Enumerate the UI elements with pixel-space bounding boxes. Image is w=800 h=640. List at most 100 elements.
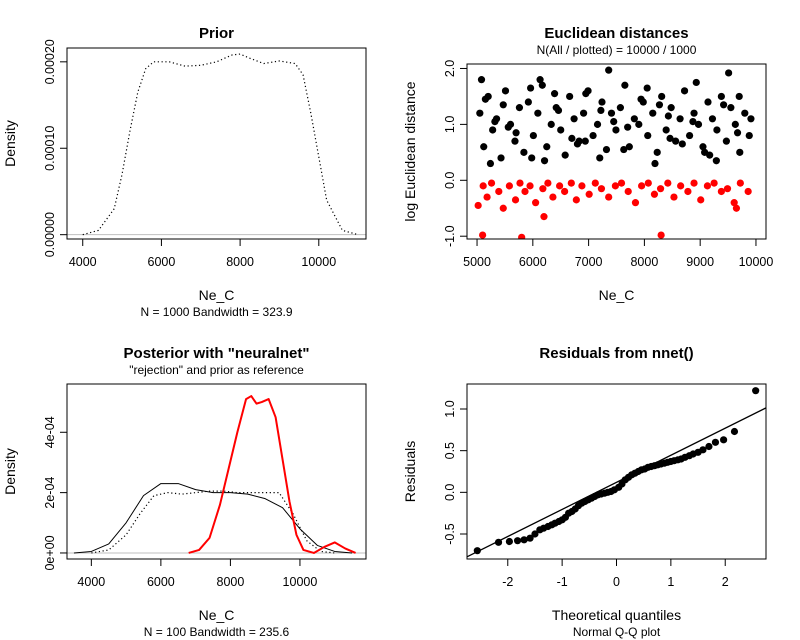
data-point bbox=[489, 126, 497, 134]
data-point bbox=[624, 123, 632, 131]
x-tick-label: 4000 bbox=[69, 255, 97, 269]
data-point bbox=[617, 179, 626, 187]
y-axis-label: Residuals bbox=[402, 441, 418, 502]
panel-title: Posterior with "neuralnet" bbox=[124, 345, 310, 362]
y-axis-label: log Euclidean distance bbox=[402, 81, 418, 221]
x-tick-label: 4000 bbox=[77, 575, 105, 589]
data-point bbox=[561, 151, 569, 159]
data-point bbox=[705, 442, 713, 451]
y-tick-label: 0.0 bbox=[443, 172, 457, 189]
x-tick-label: 10000 bbox=[301, 255, 336, 269]
y-tick-label: 2e-04 bbox=[43, 477, 57, 509]
data-point bbox=[520, 148, 528, 156]
data-point bbox=[736, 148, 744, 156]
data-point bbox=[573, 140, 582, 148]
data-point bbox=[579, 109, 588, 117]
data-point bbox=[511, 196, 520, 204]
data-point bbox=[616, 104, 625, 112]
data-point bbox=[607, 109, 616, 117]
data-point bbox=[540, 213, 548, 221]
data-point bbox=[612, 126, 620, 134]
data-point bbox=[703, 182, 712, 190]
data-point bbox=[518, 233, 526, 239]
data-point bbox=[473, 547, 481, 555]
x-tick-label: 6000 bbox=[147, 575, 175, 589]
data-point bbox=[649, 109, 657, 117]
x-tick-label: 10000 bbox=[283, 575, 318, 589]
x-axis-sublabel: Normal Q-Q plot bbox=[573, 625, 661, 639]
data-point bbox=[578, 182, 586, 190]
panel-subtitle: "rejection" and prior as reference bbox=[129, 363, 304, 377]
data-point bbox=[479, 231, 487, 239]
data-point bbox=[526, 182, 534, 190]
data-point bbox=[547, 120, 555, 128]
x-axis-label: Ne_C bbox=[199, 287, 235, 303]
y-tick-label: 0e+00 bbox=[43, 535, 57, 570]
data-point bbox=[504, 123, 512, 131]
x-axis-sublabel: N = 1000 Bandwidth = 323.9 bbox=[140, 305, 292, 319]
data-point bbox=[670, 193, 678, 201]
data-point bbox=[676, 115, 684, 123]
x-tick-label: 8000 bbox=[217, 575, 245, 589]
panel-title: Residuals from nnet() bbox=[539, 345, 693, 362]
data-point bbox=[486, 159, 495, 168]
panel-title: Euclidean distances bbox=[544, 25, 688, 42]
x-tick-label: 8000 bbox=[630, 255, 658, 269]
data-point bbox=[543, 143, 551, 151]
x-tick-label: 9000 bbox=[686, 255, 714, 269]
y-tick-label: -1.0 bbox=[443, 225, 457, 247]
data-point bbox=[544, 179, 552, 187]
data-point bbox=[526, 534, 534, 542]
data-point bbox=[512, 129, 520, 137]
x-tick-label: -2 bbox=[502, 575, 513, 589]
data-point bbox=[511, 137, 519, 145]
data-point bbox=[521, 187, 529, 196]
data-point bbox=[495, 187, 503, 196]
data-point bbox=[656, 185, 665, 193]
data-point bbox=[520, 536, 528, 544]
y-tick-label: 0.00000 bbox=[43, 212, 57, 257]
data-point bbox=[476, 109, 484, 117]
panel-1: Prior 4000 6000 8000 10000 0.00000 0.00010 0.00… bbox=[2, 25, 367, 319]
plot-frame bbox=[66, 383, 367, 560]
data-point bbox=[549, 193, 557, 201]
plot-frame bbox=[66, 47, 367, 240]
data-point bbox=[690, 109, 698, 117]
data-point bbox=[717, 92, 725, 101]
data-point bbox=[572, 196, 580, 204]
data-point bbox=[477, 76, 486, 84]
data-point bbox=[480, 143, 488, 151]
x-axis-label: Ne_C bbox=[199, 607, 235, 623]
x-axis-sublabel: N = 100 Bandwidth = 235.6 bbox=[144, 625, 290, 639]
data-point bbox=[505, 537, 513, 546]
data-point bbox=[727, 104, 735, 112]
data-point bbox=[731, 120, 739, 128]
data-point bbox=[701, 148, 709, 156]
x-tick-label: 1 bbox=[667, 575, 674, 589]
data-point bbox=[524, 98, 532, 106]
data-point bbox=[672, 137, 680, 145]
y-tick-label: 2.0 bbox=[443, 60, 457, 77]
data-point bbox=[505, 182, 513, 190]
data-point bbox=[699, 446, 707, 454]
plot-area bbox=[67, 53, 366, 236]
data-point bbox=[741, 109, 749, 117]
panel-title: Prior bbox=[199, 25, 234, 42]
data-point bbox=[611, 182, 619, 190]
data-point bbox=[699, 143, 707, 151]
data-point bbox=[589, 131, 597, 140]
data-point bbox=[515, 104, 524, 112]
data-point bbox=[711, 438, 720, 446]
x-axis-label: Theoretical quantiles bbox=[552, 607, 681, 623]
data-point bbox=[666, 134, 674, 142]
data-point bbox=[708, 115, 717, 123]
data-point bbox=[722, 137, 730, 145]
data-point bbox=[487, 179, 496, 187]
data-point bbox=[655, 101, 664, 109]
data-point bbox=[752, 387, 760, 395]
data-point bbox=[585, 190, 593, 198]
y-tick-label: 0.00010 bbox=[43, 126, 57, 171]
data-point bbox=[501, 87, 510, 95]
data-point bbox=[582, 90, 590, 98]
data-point bbox=[720, 101, 728, 109]
